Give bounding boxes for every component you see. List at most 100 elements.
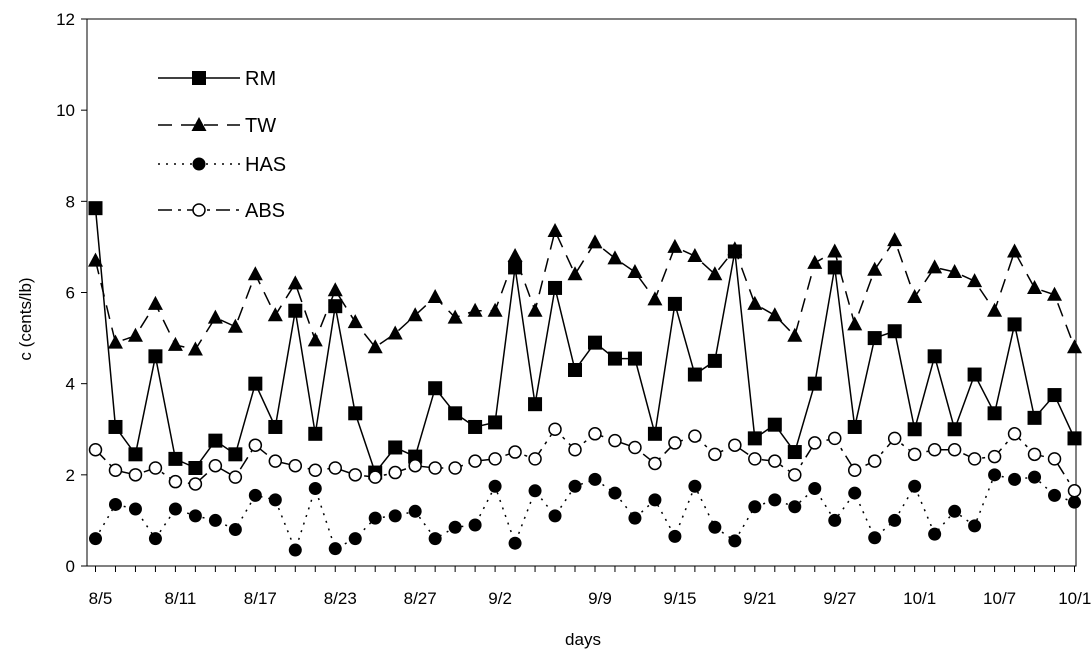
data-point [627, 263, 643, 278]
data-point [568, 479, 582, 493]
data-point [968, 519, 982, 533]
data-point [707, 266, 723, 281]
data-point [448, 406, 463, 421]
data-point [148, 349, 163, 364]
data-point [308, 463, 323, 478]
data-point [528, 397, 543, 412]
data-point [987, 302, 1003, 317]
data-point [688, 479, 702, 493]
data-point [907, 447, 922, 462]
data-point [627, 351, 642, 366]
data-point [988, 468, 1002, 482]
data-point [328, 542, 342, 556]
data-point [1067, 431, 1082, 446]
data-point [148, 461, 163, 475]
data-point [567, 266, 583, 281]
data-point [788, 468, 802, 482]
data-point [167, 336, 183, 351]
data-point [1048, 488, 1062, 502]
data-point [568, 443, 582, 457]
data-point [187, 341, 203, 356]
data-point [88, 443, 103, 457]
data-point [528, 452, 542, 466]
data-point [848, 486, 862, 500]
data-point [887, 431, 902, 446]
data-point [1007, 317, 1022, 332]
data-point [488, 479, 502, 493]
x-tick-label: 9/15 [663, 589, 696, 608]
data-point [388, 440, 403, 455]
data-point [628, 511, 642, 525]
data-point [448, 520, 462, 534]
data-point [827, 260, 842, 275]
data-point [328, 461, 343, 475]
x-tick-label: 8/27 [404, 589, 437, 608]
data-point [207, 309, 223, 324]
data-point [228, 447, 243, 462]
y-tick-label: 0 [66, 557, 75, 576]
data-point [707, 353, 722, 368]
series-abs [88, 422, 1082, 498]
data-point [628, 440, 642, 455]
legend-marker [192, 203, 206, 217]
data-point [1008, 472, 1022, 486]
data-point [368, 511, 382, 525]
data-point [1068, 495, 1081, 509]
legend-item-rm: RM [158, 68, 276, 90]
data-point [408, 504, 422, 518]
data-point [868, 531, 882, 545]
data-point [128, 447, 143, 462]
data-point [967, 367, 982, 382]
data-point [907, 422, 922, 437]
x-tick-label: 8/23 [324, 589, 357, 608]
legend-label: TW [245, 115, 276, 137]
data-point [1007, 427, 1022, 441]
data-point [487, 302, 503, 317]
data-point [908, 479, 922, 493]
legend-item-has: HAS [158, 154, 286, 176]
data-point [967, 273, 983, 288]
data-point [188, 460, 203, 475]
data-point [847, 419, 862, 434]
data-point [768, 493, 782, 507]
data-point [927, 443, 942, 457]
data-point [228, 523, 242, 537]
data-point [967, 452, 982, 466]
data-point [188, 477, 203, 491]
series-layer [88, 201, 1082, 557]
data-point [428, 532, 442, 546]
data-point [588, 427, 602, 441]
data-point [1047, 452, 1062, 466]
data-point [947, 422, 962, 437]
y-tick-label: 4 [66, 375, 75, 394]
y-tick-label: 12 [56, 10, 75, 29]
data-point [1027, 410, 1042, 425]
data-point [608, 433, 622, 448]
data-point [308, 426, 323, 441]
y-axis-ticks: 0 2 4 6 8 10 12 [56, 10, 87, 576]
data-point [827, 243, 843, 258]
data-point [188, 509, 202, 523]
data-point [388, 509, 402, 523]
legend-label: HAS [245, 154, 286, 176]
data-point [727, 241, 743, 256]
data-point [607, 250, 623, 265]
data-point [288, 303, 303, 318]
legend-marker [192, 71, 206, 85]
data-point [667, 238, 683, 253]
data-point [1047, 388, 1062, 403]
data-point [287, 275, 303, 290]
data-point [427, 289, 443, 304]
series-rm [88, 201, 1082, 480]
legend-item-tw: TW [158, 115, 276, 137]
data-point [88, 252, 103, 267]
data-point [947, 263, 963, 278]
data-point [808, 482, 822, 496]
data-point [548, 422, 562, 436]
data-point [788, 500, 802, 514]
data-point [168, 474, 183, 489]
data-point [128, 468, 143, 482]
data-point [608, 486, 622, 500]
data-point [1067, 484, 1082, 498]
data-point [827, 431, 842, 446]
